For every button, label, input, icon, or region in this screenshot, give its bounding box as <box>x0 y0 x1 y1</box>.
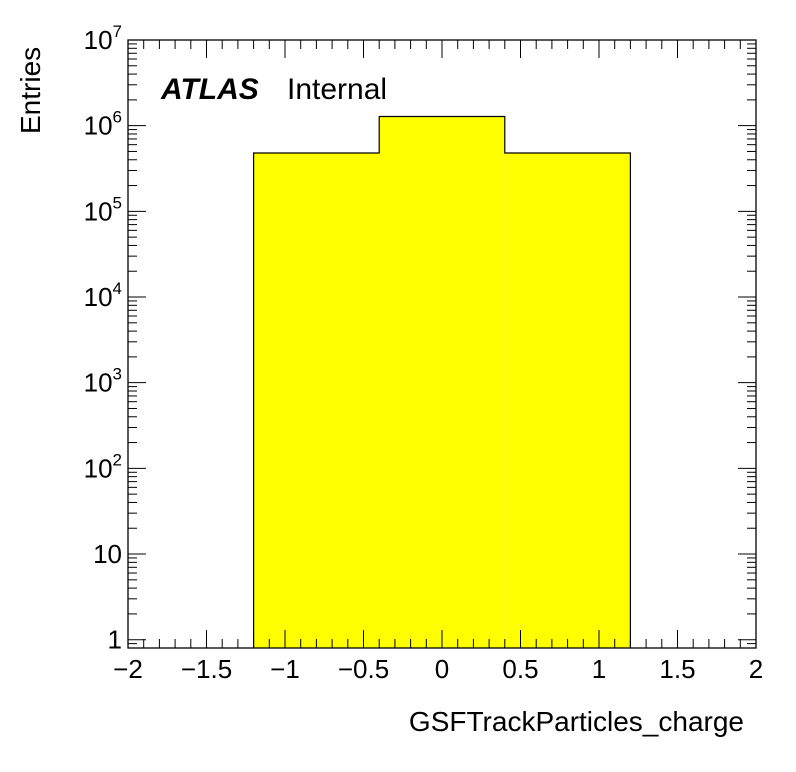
histogram-bars <box>253 115 631 649</box>
y-tick-labels: 1 10 102 103 104 105 106 107 <box>84 22 122 655</box>
y-axis-title: Entries <box>15 47 46 134</box>
x-tick-labels: −2 −1.5 −1 −0.5 0 0.5 1 1.5 2 <box>113 654 763 684</box>
y-tick-label-2: 102 <box>84 450 122 483</box>
internal-label: Internal <box>287 73 387 106</box>
x-tick-label-6: 1 <box>592 654 606 684</box>
histogram-outline <box>253 115 631 648</box>
histogram-bar-1 <box>379 116 505 649</box>
x-tick-label-7: 1.5 <box>659 654 695 684</box>
y-tick-label-3: 103 <box>84 365 122 398</box>
x-axis-title: GSFTrackParticles_charge <box>409 706 744 737</box>
x-tick-label-4: 0 <box>435 654 449 684</box>
histogram-bar-2 <box>504 152 631 648</box>
x-tick-label-2: −1 <box>270 654 300 684</box>
x-tick-label-8: 2 <box>749 654 763 684</box>
y-tick-label-0: 1 <box>108 625 122 655</box>
y-tick-label-7: 107 <box>84 22 122 55</box>
x-tick-label-1: −1.5 <box>181 654 232 684</box>
y-tick-label-4: 104 <box>84 279 122 312</box>
x-tick-label-3: −0.5 <box>338 654 389 684</box>
x-tick-label-5: 0.5 <box>502 654 538 684</box>
y-tick-label-6: 106 <box>84 108 122 141</box>
y-tick-label-5: 105 <box>84 193 122 226</box>
x-tick-label-0: −2 <box>113 654 143 684</box>
atlas-label: ATLAS <box>160 73 259 106</box>
axis-ticks <box>127 39 757 649</box>
y-tick-label-1: 10 <box>93 539 122 569</box>
histogram-bar-0 <box>253 152 380 648</box>
